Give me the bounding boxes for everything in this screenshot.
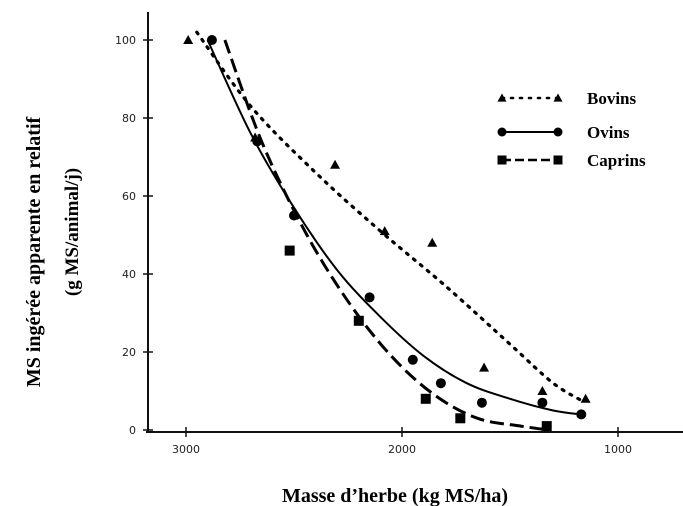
legend-label-caprins: Caprins (587, 151, 646, 170)
y-tick-label: 0 (129, 424, 136, 437)
x-tick-label: 1000 (604, 443, 632, 456)
ovins-point (537, 397, 548, 408)
ovins-fit-line (206, 39, 582, 416)
caprins-point (353, 315, 364, 326)
ovins-point (364, 292, 375, 303)
ovins-point (407, 354, 418, 365)
legend-marker-caprins (497, 155, 507, 165)
bovins-point (379, 226, 390, 236)
axes: 0 20 40 60 80 100 3000 2000 1000 (115, 12, 683, 456)
caprins-point (455, 413, 466, 424)
bovins-point (183, 35, 194, 44)
bovins-point (580, 393, 591, 403)
legend-marker-bovins (497, 93, 507, 102)
fit-curves (195, 30, 588, 432)
ovins-point (252, 136, 263, 147)
legend-label-ovins: Ovins (587, 123, 630, 142)
x-tick-label: 2000 (388, 443, 416, 456)
ovins-point (476, 397, 487, 408)
y-tick-label: 40 (122, 268, 136, 281)
legend: Bovins Ovins Caprins (497, 89, 646, 170)
ovins-point (435, 378, 446, 389)
bovins-fit-line (195, 30, 588, 405)
data-points (183, 35, 591, 432)
bovins-point (330, 159, 341, 169)
caprins-point (284, 245, 295, 256)
caprins-fit-line (223, 39, 550, 432)
bovins-point (537, 386, 548, 395)
legend-marker-caprins (553, 155, 563, 165)
y-axis-title-line2: (g MS/animal/j) (62, 168, 83, 296)
x-tick-label: 3000 (172, 443, 200, 456)
y-axis-title-line1: MS ingérée apparente en relatif (23, 117, 45, 388)
legend-marker-ovins (553, 127, 563, 137)
bovins-point (427, 237, 438, 247)
caprins-point (541, 421, 552, 432)
y-tick-label: 60 (122, 190, 136, 203)
bovins-point (479, 362, 490, 372)
legend-marker-bovins (553, 93, 563, 102)
y-tick-label: 100 (115, 34, 136, 47)
ovins-point (206, 35, 217, 45)
caprins-point (420, 393, 431, 404)
legend-marker-ovins (497, 127, 507, 137)
ovins-point (289, 210, 299, 221)
y-tick-label: 20 (122, 346, 136, 359)
x-axis-title: Masse d’herbe (kg MS/ha) (282, 485, 508, 506)
ovins-point (576, 409, 587, 420)
y-tick-label: 80 (122, 112, 136, 125)
legend-label-bovins: Bovins (587, 89, 637, 108)
